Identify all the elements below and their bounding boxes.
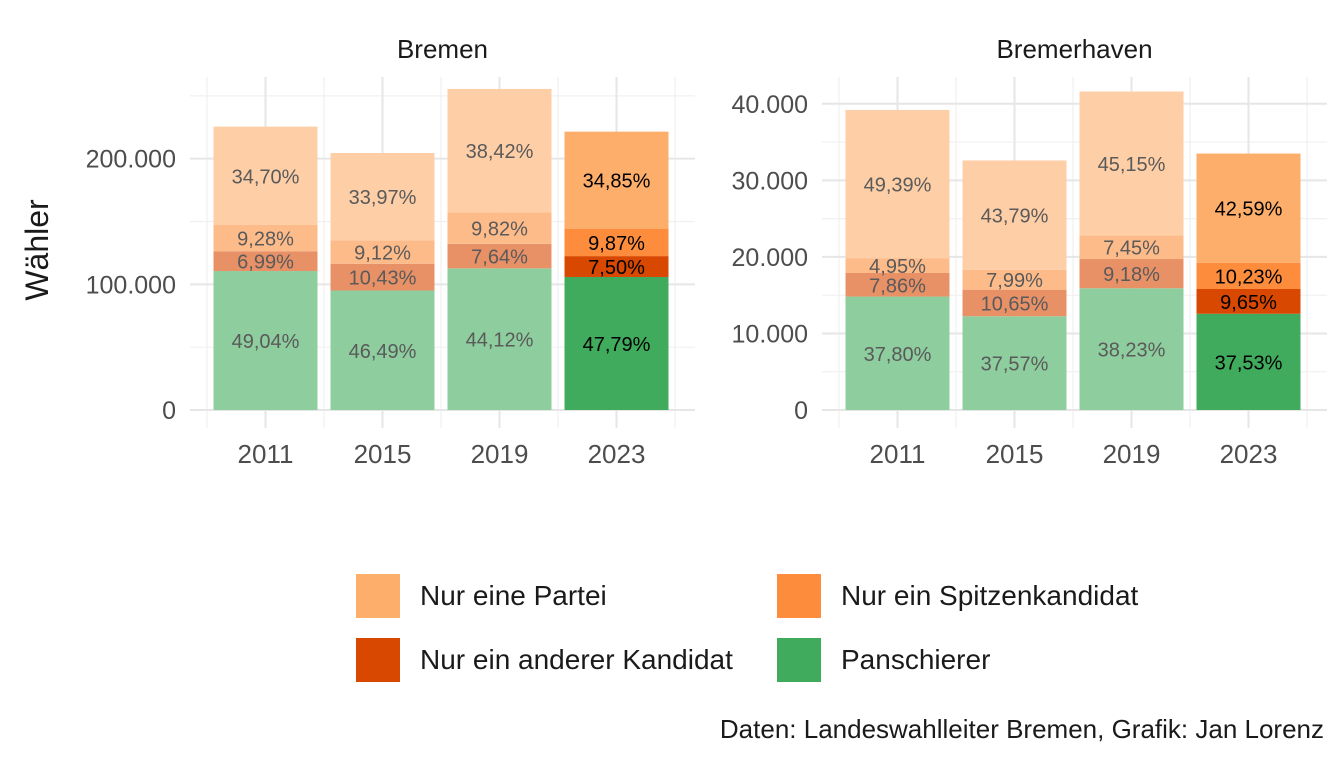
data-label: 46,49%: [349, 341, 417, 363]
legend-label: Nur eine Partei: [420, 580, 607, 611]
legend-item-nur-ein-spitzenkandidat: Nur ein Spitzenkandidat: [777, 574, 1138, 618]
stacked-bar-chart: WählerBremen0100.000200.00049,04%6,99%9,…: [19, 34, 1327, 469]
bar-segment-nur-ein-anderer-kandidat-2011: [213, 251, 318, 272]
data-label: 7,50%: [588, 257, 645, 279]
data-label: 44,12%: [466, 330, 534, 352]
data-label: 6,99%: [237, 252, 294, 274]
data-label: 34,85%: [583, 171, 651, 193]
data-label: 9,65%: [1220, 292, 1277, 314]
data-label: 7,64%: [471, 247, 528, 269]
y-tick-label: 40.000: [732, 91, 808, 119]
data-label: 49,04%: [232, 331, 300, 353]
bar-segment-panschierer-2011: [845, 296, 950, 410]
legend-item-panschierer: Panschierer: [777, 638, 990, 682]
data-label: 4,95%: [869, 256, 926, 278]
x-tick-label: 2019: [1103, 439, 1161, 469]
legend-item-nur-ein-anderer-kandidat: Nur ein anderer Kandidat: [356, 638, 733, 682]
y-tick-label: 30.000: [732, 167, 808, 195]
bar-segment-nur-ein-anderer-kandidat-2011: [845, 272, 950, 297]
bar-segment-nur-ein-anderer-kandidat-2015: [330, 263, 435, 291]
bar-segment-nur-ein-spitzenkandidat-2019: [447, 212, 552, 244]
y-tick-label: 0: [794, 397, 808, 425]
data-label: 34,70%: [232, 166, 300, 188]
bar-segment-nur-ein-anderer-kandidat-2023: [564, 256, 669, 277]
legend-swatch: [356, 574, 400, 618]
y-tick-label: 200.000: [86, 146, 176, 174]
bar-segment-nur-ein-anderer-kandidat-2019: [1079, 259, 1184, 289]
data-label: 37,53%: [1215, 352, 1283, 374]
y-tick-label: 10.000: [732, 320, 808, 348]
bar-segment-nur-ein-anderer-kandidat-2023: [1196, 289, 1301, 314]
legend: Nur eine Partei Nur ein Spitzenkandidat …: [356, 574, 1196, 684]
data-label: 38,42%: [466, 141, 534, 163]
facet-title-bremerhaven: Bremerhaven: [996, 34, 1152, 64]
legend-label: Nur ein anderer Kandidat: [420, 644, 733, 675]
bar-segment-nur-eine-partei-2019: [447, 88, 552, 213]
x-tick-label: 2023: [588, 439, 646, 469]
data-label: 7,86%: [869, 275, 926, 297]
x-tick-label: 2019: [471, 439, 529, 469]
bar-segment-nur-ein-anderer-kandidat-2015: [962, 289, 1067, 317]
data-label: 9,12%: [354, 243, 411, 265]
bar-segment-nur-eine-partei-2019: [1079, 91, 1184, 236]
data-label: 9,87%: [588, 233, 645, 255]
data-label: 9,28%: [237, 229, 294, 251]
legend-label: Nur ein Spitzenkandidat: [841, 580, 1139, 611]
data-label: 37,80%: [864, 344, 932, 366]
data-label: 49,39%: [864, 175, 932, 197]
bar-segment-nur-eine-partei-2015: [330, 152, 435, 241]
data-label: 7,45%: [1103, 238, 1160, 260]
y-tick-label: 20.000: [732, 244, 808, 272]
bar-segment-panschierer-2023: [1196, 313, 1301, 410]
bar-segment-panschierer-2019: [1079, 288, 1184, 410]
y-axis-title: Wähler: [19, 199, 55, 301]
data-label: 10,43%: [349, 268, 417, 290]
data-label: 42,59%: [1215, 199, 1283, 221]
bar-segment-nur-ein-spitzenkandidat-2019: [1079, 235, 1184, 260]
bar-segment-nur-eine-partei-2015: [962, 160, 1067, 270]
bar-segment-nur-eine-partei-2023: [1196, 153, 1301, 263]
x-tick-label: 2015: [354, 439, 412, 469]
legend-swatch: [777, 574, 821, 618]
y-tick-label: 0: [162, 397, 176, 425]
bar-segment-panschierer-2019: [447, 268, 552, 410]
data-label: 45,15%: [1098, 154, 1166, 176]
bar-segment-nur-eine-partei-2011: [845, 109, 950, 259]
bar-segment-nur-ein-anderer-kandidat-2019: [447, 243, 552, 269]
caption: Daten: Landeswahlleiter Bremen, Grafik: …: [719, 714, 1324, 744]
data-label: 43,79%: [981, 206, 1049, 228]
data-label: 38,23%: [1098, 340, 1166, 362]
legend-swatch: [777, 638, 821, 682]
bar-segment-nur-ein-spitzenkandidat-2015: [962, 269, 1067, 290]
legend-item-nur-eine-partei: Nur eine Partei: [356, 574, 607, 618]
x-tick-label: 2023: [1220, 439, 1278, 469]
bar-segment-panschierer-2011: [213, 271, 318, 410]
data-label: 7,99%: [986, 270, 1043, 292]
x-tick-label: 2015: [986, 439, 1044, 469]
bar-segment-panschierer-2015: [330, 290, 435, 410]
data-label: 9,18%: [1103, 264, 1160, 286]
data-label: 9,82%: [471, 219, 528, 241]
y-tick-label: 100.000: [86, 271, 176, 299]
bar-segment-panschierer-2015: [962, 316, 1067, 410]
bar-segment-nur-ein-spitzenkandidat-2023: [1196, 262, 1301, 290]
data-label: 10,23%: [1215, 266, 1283, 288]
bar-segment-nur-eine-partei-2023: [564, 131, 669, 229]
bar-segment-nur-eine-partei-2011: [213, 126, 318, 225]
facet-title-bremen: Bremen: [397, 34, 488, 64]
bar-segment-nur-ein-spitzenkandidat-2011: [845, 258, 950, 273]
data-label: 37,57%: [981, 354, 1049, 376]
legend-swatch: [356, 638, 400, 682]
bar-segment-nur-ein-spitzenkandidat-2023: [564, 228, 669, 257]
legend-label: Panschierer: [841, 644, 991, 675]
bar-segment-nur-ein-spitzenkandidat-2011: [213, 224, 318, 252]
x-tick-label: 2011: [238, 439, 294, 469]
data-label: 47,79%: [583, 334, 651, 356]
x-tick-label: 2011: [870, 439, 926, 469]
data-label: 33,97%: [349, 187, 417, 209]
data-label: 10,65%: [981, 293, 1049, 315]
bar-segment-nur-ein-spitzenkandidat-2015: [330, 240, 435, 264]
bar-segment-panschierer-2023: [564, 276, 669, 410]
